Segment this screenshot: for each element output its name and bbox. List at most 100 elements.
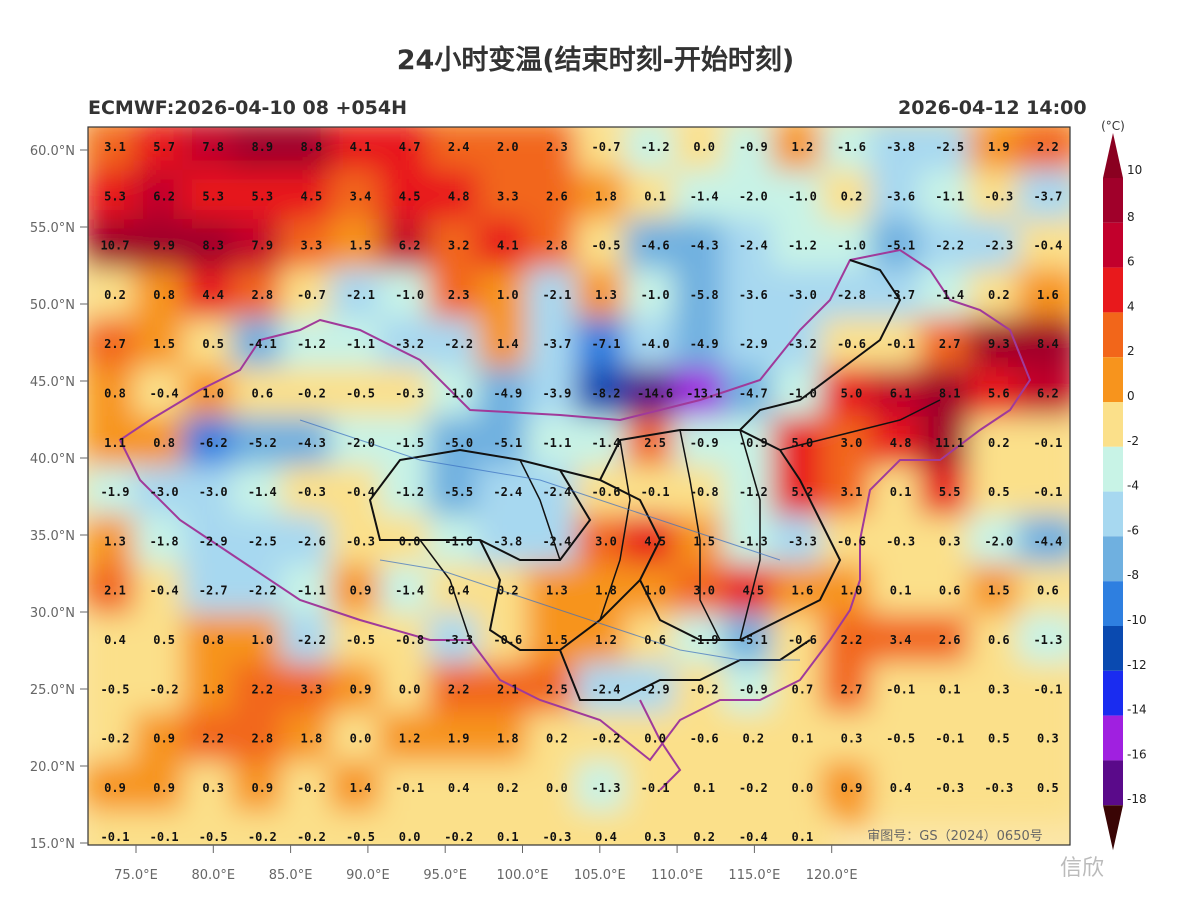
grid-value-label: 1.9 xyxy=(448,732,470,746)
grid-value-label: 0.2 xyxy=(988,288,1010,302)
colorbar-swatch xyxy=(1103,312,1123,358)
grid-value-label: -5.1 xyxy=(886,239,915,253)
grid-value-label: -0.2 xyxy=(444,830,473,844)
grid-value-label: -0.1 xyxy=(1033,485,1062,499)
colorbar-label: -2 xyxy=(1127,434,1139,448)
grid-value-label: 0.4 xyxy=(448,584,470,598)
grid-value-label: -3.8 xyxy=(493,534,522,548)
lon-tick-label: 115.0°E xyxy=(728,868,780,883)
grid-value-label: -3.0 xyxy=(788,288,817,302)
grid-value-label: 1.0 xyxy=(644,584,666,598)
grid-value-label: 2.4 xyxy=(448,140,470,154)
grid-value-label: 0.2 xyxy=(497,781,519,795)
grid-value-label: 2.7 xyxy=(939,337,961,351)
grid-value-label: 2.6 xyxy=(546,189,568,203)
grid-value-label: -1.5 xyxy=(395,436,424,450)
colorbar-swatch xyxy=(1103,178,1123,223)
grid-value-label: 1.5 xyxy=(693,534,715,548)
colorbar-label: -14 xyxy=(1127,703,1147,717)
grid-value-label: 0.2 xyxy=(988,436,1010,450)
grid-value-label: 2.5 xyxy=(644,436,666,450)
grid-value-label: -0.1 xyxy=(935,732,964,746)
grid-value-label: 0.1 xyxy=(792,732,814,746)
grid-value-label: 4.8 xyxy=(448,189,470,203)
grid-value-label: -1.2 xyxy=(297,337,326,351)
colorbar-swatch xyxy=(1103,491,1123,537)
grid-value-label: 4.7 xyxy=(399,140,421,154)
grid-value-label: 1.0 xyxy=(251,633,273,647)
colorbar-top-arrow xyxy=(1103,133,1123,178)
grid-value-label: -3.7 xyxy=(542,337,571,351)
grid-value-label: -0.4 xyxy=(150,584,179,598)
grid-value-label: -0.1 xyxy=(641,781,670,795)
grid-value-label: 0.8 xyxy=(202,633,224,647)
grid-value-label: 8.9 xyxy=(251,140,273,154)
grid-value-label: -0.1 xyxy=(101,830,130,844)
grid-value-label: -2.0 xyxy=(346,436,375,450)
grid-value-label: -2.0 xyxy=(984,534,1013,548)
grid-value-label: -5.2 xyxy=(248,436,277,450)
grid-value-label: 2.8 xyxy=(251,732,273,746)
grid-value-label: -2.1 xyxy=(542,288,571,302)
grid-value-label: 0.1 xyxy=(644,189,666,203)
grid-value-label: -1.2 xyxy=(395,485,424,499)
grid-value-label: -0.3 xyxy=(984,781,1013,795)
grid-value-label: 1.3 xyxy=(595,288,617,302)
lon-tick-label: 90.0°E xyxy=(346,868,390,883)
colorbar-label: 4 xyxy=(1127,299,1135,313)
grid-value-label: 1.3 xyxy=(546,584,568,598)
grid-value-label: -0.2 xyxy=(297,781,326,795)
lat-tick-label: 45.0°N xyxy=(30,375,75,390)
colorbar-swatch xyxy=(1103,581,1123,626)
grid-value-label: 1.0 xyxy=(841,584,863,598)
grid-value-label: 0.0 xyxy=(693,140,715,154)
grid-value-label: -0.8 xyxy=(690,485,719,499)
grid-value-label: -0.6 xyxy=(837,337,866,351)
lat-tick-label: 20.0°N xyxy=(30,760,75,775)
grid-value-label: 0.0 xyxy=(644,732,666,746)
grid-value-label: 0.0 xyxy=(399,534,421,548)
colorbar-swatch xyxy=(1103,670,1123,716)
grid-value-label: 10.7 xyxy=(101,239,130,253)
grid-value-label: 2.7 xyxy=(104,337,126,351)
grid-value-label: -2.8 xyxy=(837,288,866,302)
grid-value-label: 0.0 xyxy=(350,732,372,746)
grid-value-label: 5.7 xyxy=(153,140,175,154)
grid-value-label: -0.2 xyxy=(101,732,130,746)
grid-value-label: 0.7 xyxy=(792,682,814,696)
lon-tick-label: 100.0°E xyxy=(497,868,549,883)
grid-value-label: 4.1 xyxy=(497,239,519,253)
grid-value-label: -1.0 xyxy=(395,288,424,302)
grid-value-label: 5.2 xyxy=(792,485,814,499)
grid-value-label: 0.2 xyxy=(693,830,715,844)
grid-value-label: -1.1 xyxy=(346,337,375,351)
grid-value-label: 8.4 xyxy=(1037,337,1059,351)
grid-value-label: -5.8 xyxy=(690,288,719,302)
lon-tick-label: 75.0°E xyxy=(114,868,158,883)
grid-value-label: 0.2 xyxy=(546,732,568,746)
grid-value-label: -2.9 xyxy=(739,337,768,351)
grid-value-label: 1.5 xyxy=(153,337,175,351)
grid-value-label: -8.2 xyxy=(592,387,621,401)
grid-value-label: 3.4 xyxy=(890,633,912,647)
grid-value-label: -2.2 xyxy=(297,633,326,647)
grid-value-label: -4.9 xyxy=(493,387,522,401)
grid-value-label: 0.0 xyxy=(792,781,814,795)
grid-value-label: 2.0 xyxy=(497,140,519,154)
grid-value-label: 1.3 xyxy=(104,534,126,548)
lon-tick-label: 120.0°E xyxy=(806,868,858,883)
colorbar-swatch xyxy=(1103,626,1123,671)
grid-value-label: 1.8 xyxy=(497,732,519,746)
grid-value-label: -1.3 xyxy=(592,781,621,795)
grid-value-label: -0.6 xyxy=(837,534,866,548)
colorbar-swatch xyxy=(1103,760,1123,806)
grid-value-label: 1.8 xyxy=(301,732,323,746)
grid-value-label: -3.9 xyxy=(542,387,571,401)
grid-value-label: 0.9 xyxy=(153,732,175,746)
grid-value-label: 3.0 xyxy=(841,436,863,450)
grid-value-label: -2.4 xyxy=(542,534,571,548)
colorbar-swatch xyxy=(1103,222,1123,268)
grid-value-label: -6.2 xyxy=(199,436,228,450)
grid-value-label: 5.3 xyxy=(251,189,273,203)
longitude-axis: 75.0°E 80.0°E 85.0°E 90.0°E 95.0°E 100.0°E 105… xyxy=(114,845,858,883)
